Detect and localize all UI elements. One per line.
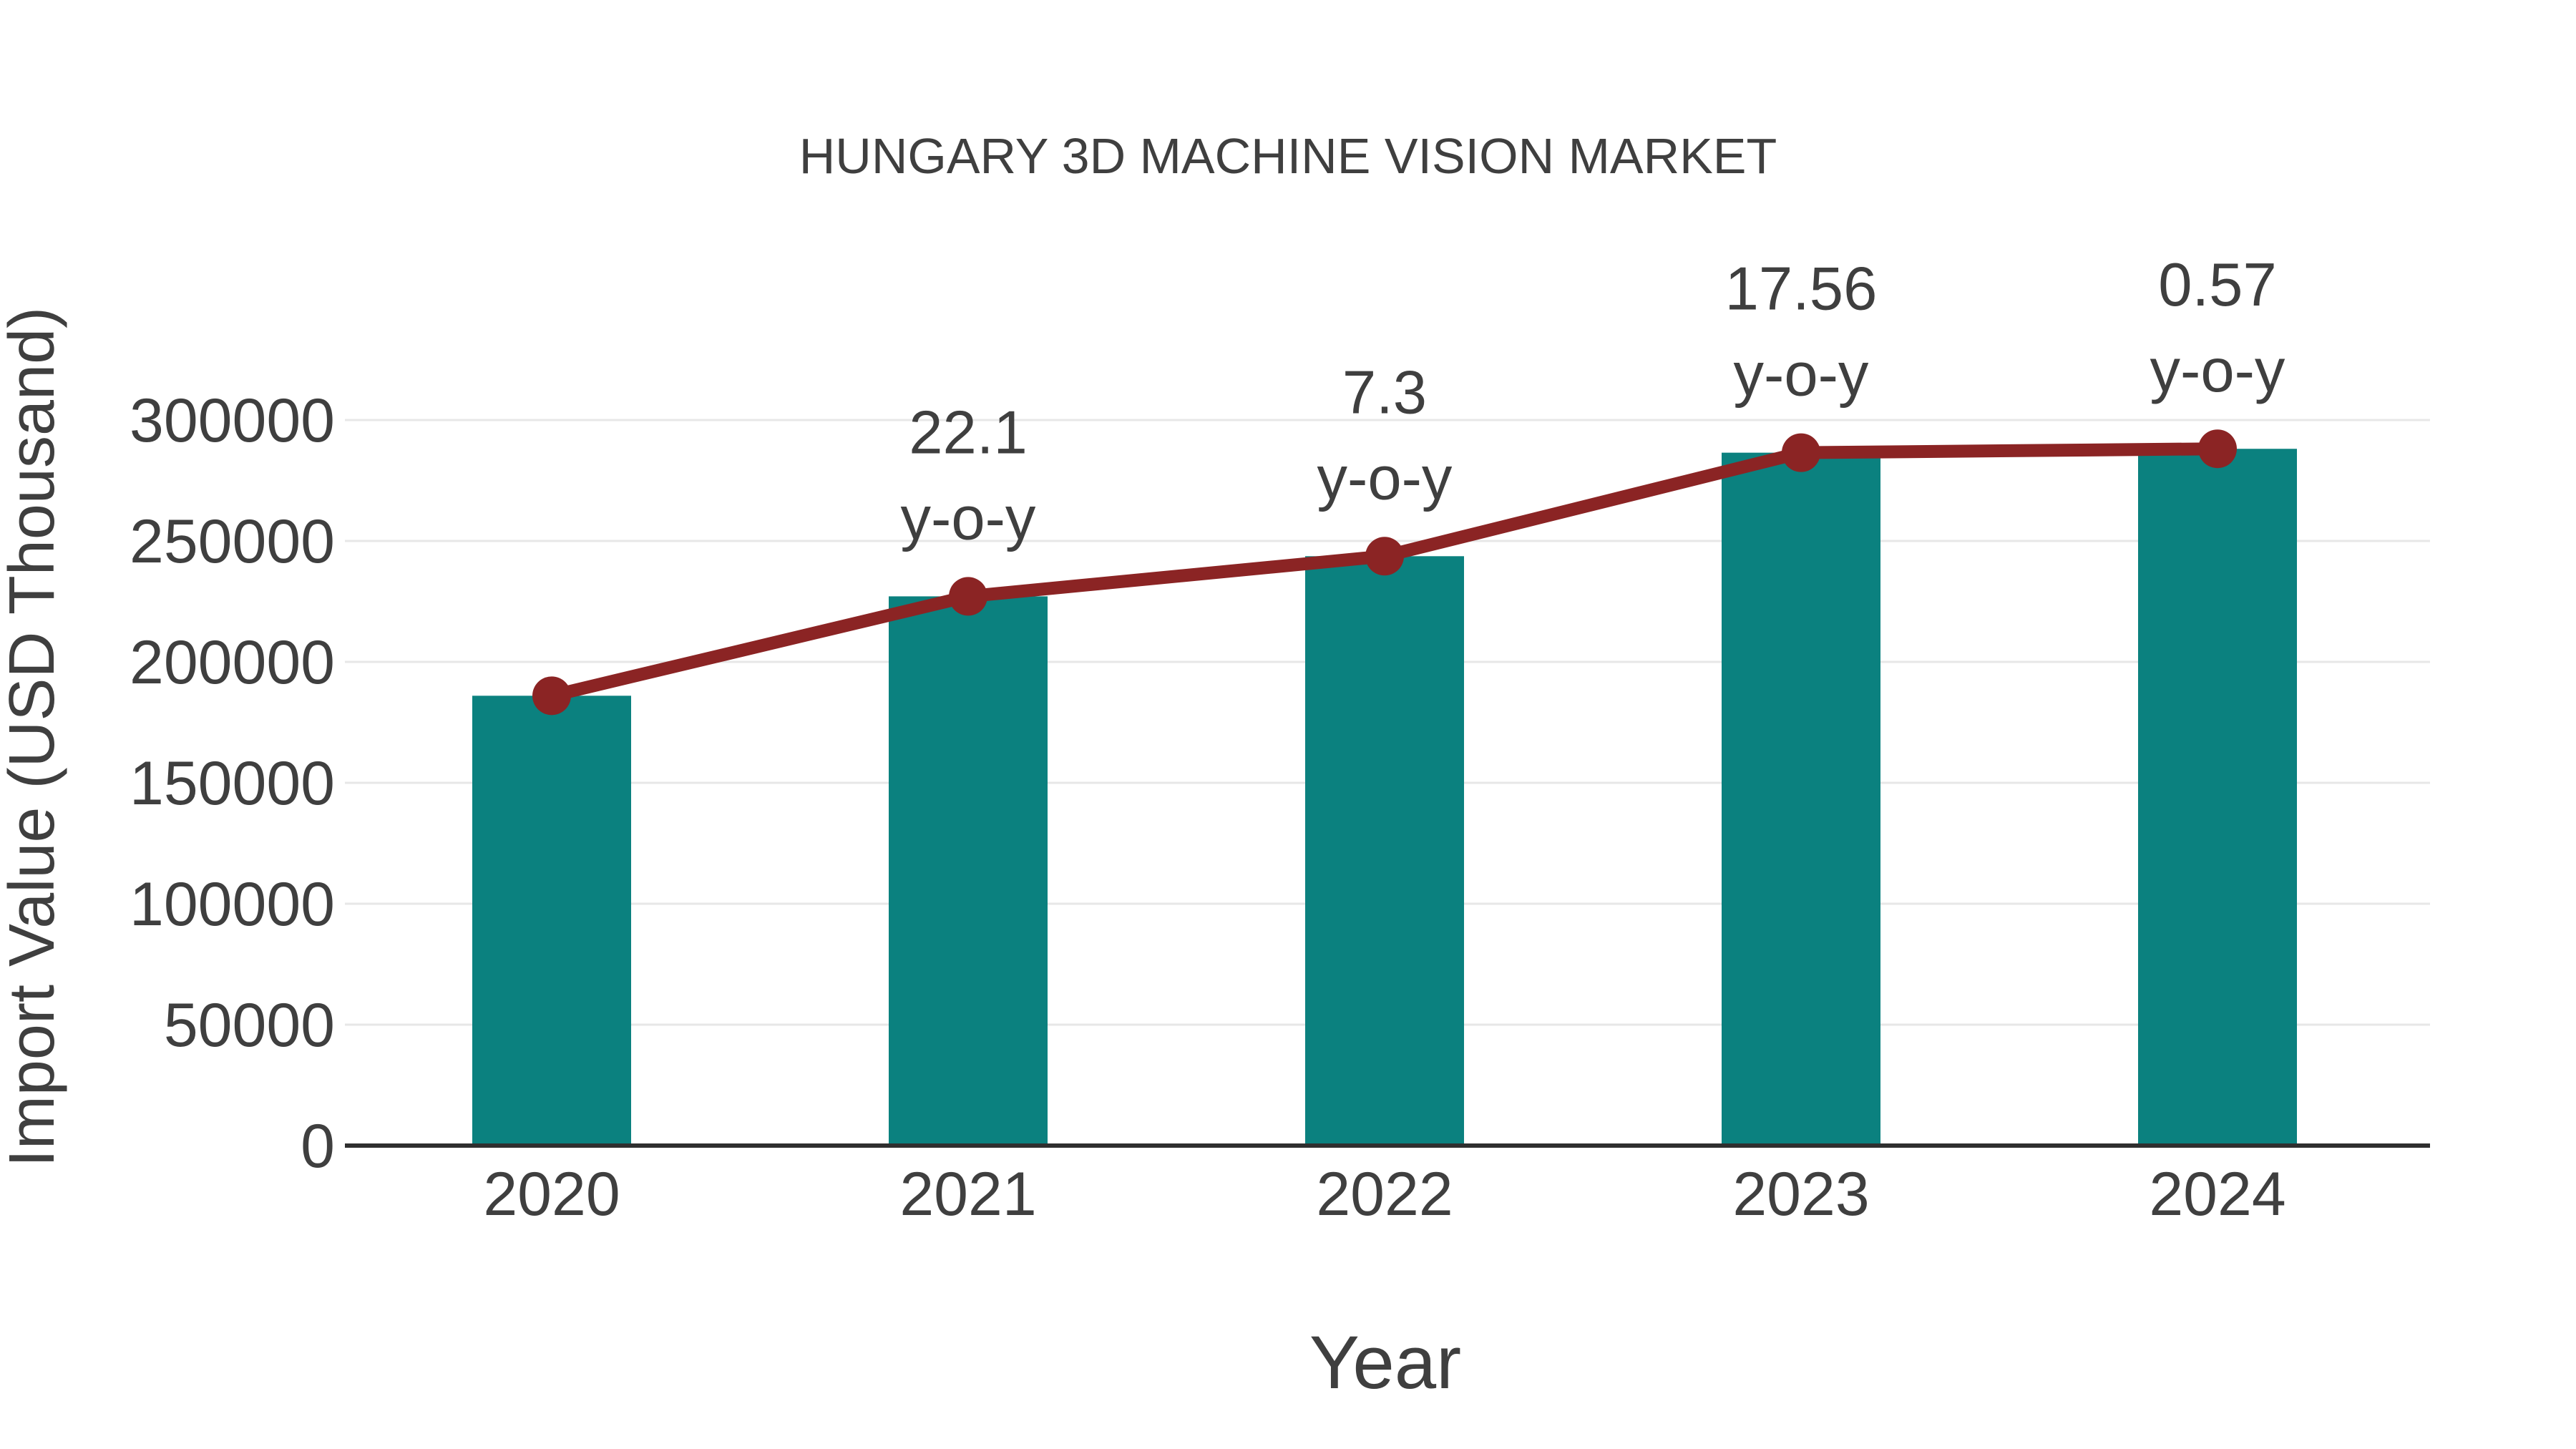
annotation-value-2021: 22.1: [909, 399, 1027, 467]
trend-line-group: [532, 429, 2237, 716]
trend-marker-2023: [1782, 433, 1820, 472]
y-tick-label: 100000: [130, 870, 335, 939]
annotation-value-2023: 17.56: [1725, 255, 1878, 323]
annotation-value-2024: 0.57: [2158, 251, 2276, 319]
y-tick-label: 200000: [130, 628, 335, 697]
annotations-group: 22.1 y-o-y 7.3 y-o-y 17.56 y-o-y 0.57 y-o-y: [901, 251, 2285, 552]
bar-2022: [1305, 556, 1464, 1146]
y-tick-label: 250000: [130, 507, 335, 576]
x-axis-title: Year: [1309, 1321, 1461, 1405]
y-tick-label: 0: [301, 1112, 335, 1181]
annotation-yoy-2023: y-o-y: [1734, 341, 1869, 409]
y-tick-label: 50000: [164, 991, 335, 1060]
annotation-value-2022: 7.3: [1342, 358, 1427, 426]
x-tick-label: 2024: [2149, 1160, 2285, 1229]
bar-2020: [472, 696, 631, 1146]
x-tick-label: 2021: [899, 1160, 1036, 1229]
bar-2021: [889, 596, 1048, 1146]
y-tick-label: 150000: [130, 749, 335, 818]
bars-group: [472, 449, 2297, 1146]
trend-marker-2021: [949, 577, 987, 616]
annotation-yoy-2022: y-o-y: [1317, 444, 1453, 512]
bar-2024: [2138, 449, 2297, 1146]
annotation-yoy-2024: y-o-y: [2150, 337, 2285, 405]
chart-title: HUNGARY 3D MACHINE VISION MARKET: [799, 128, 1777, 184]
trend-marker-2024: [2198, 429, 2237, 469]
y-axis-title: Import Value (USD Thousand): [0, 307, 68, 1167]
x-tick-labels-group: 2020 2021 2022 2023 2024: [483, 1160, 2285, 1229]
x-tick-label: 2022: [1316, 1160, 1453, 1229]
annotation-yoy-2021: y-o-y: [901, 484, 1036, 552]
x-tick-label: 2020: [483, 1160, 620, 1229]
bar-2023: [1722, 452, 1880, 1146]
trend-marker-2022: [1365, 537, 1404, 576]
y-tick-labels-group: 0 50000 100000 150000 200000 250000 300000: [130, 386, 335, 1181]
trend-marker-2020: [532, 676, 571, 716]
y-tick-label: 300000: [130, 386, 335, 455]
x-tick-label: 2023: [1732, 1160, 1869, 1229]
